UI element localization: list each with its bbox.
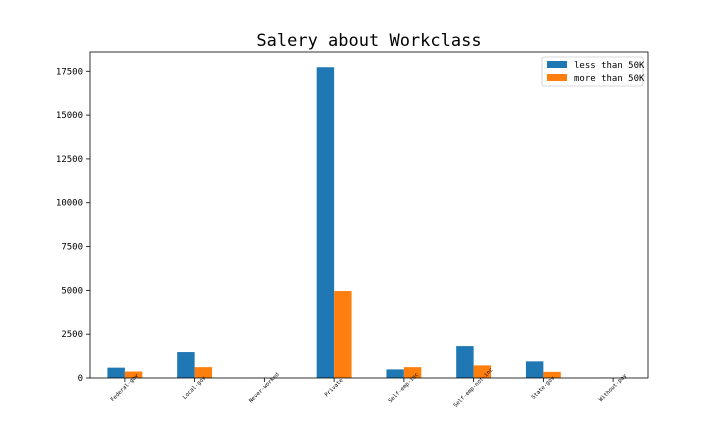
- y-tick-label: 12500: [56, 155, 83, 165]
- y-tick-label: 15000: [56, 111, 83, 121]
- legend-box: [541, 56, 644, 87]
- y-tick-label: 7500: [61, 243, 83, 253]
- bar-less-state-gov: [525, 361, 544, 378]
- plot-frame: [89, 51, 649, 379]
- bar-less-federal-gov: [107, 367, 125, 378]
- y-tick-label: 2500: [61, 330, 83, 340]
- bar-less-self-emp-inc: [386, 369, 404, 378]
- bar-less-self-emp-not-inc: [456, 346, 474, 378]
- legend-label-less: less than 50K: [574, 61, 645, 71]
- bars-group: [107, 67, 614, 379]
- y-tick-label: 10000: [56, 199, 83, 209]
- y-tick-label: 17500: [56, 67, 83, 77]
- bar-more-state-gov: [543, 371, 561, 378]
- bar-more-self-emp-not-inc: [473, 365, 492, 378]
- chart-title: Salery about Workclass: [256, 31, 481, 51]
- bar-less-private: [316, 67, 335, 379]
- legend-swatch-less: [547, 61, 567, 68]
- y-tick-label: 5000: [61, 286, 83, 296]
- bar-more-local-gov: [194, 367, 213, 378]
- y-axis: 0 2500 5000 7500 10000 12500 15000 17500: [56, 67, 90, 384]
- bar-more-self-emp-inc: [403, 367, 422, 378]
- bar-more-private: [334, 291, 352, 378]
- legend-label-more: more than 50K: [574, 74, 645, 84]
- legend: less than 50K more than 50K: [541, 56, 645, 87]
- legend-swatch-more: [547, 74, 567, 81]
- bar-less-local-gov: [177, 352, 195, 378]
- y-tick-label: 0: [78, 374, 83, 384]
- bar-more-federal-gov: [124, 371, 143, 378]
